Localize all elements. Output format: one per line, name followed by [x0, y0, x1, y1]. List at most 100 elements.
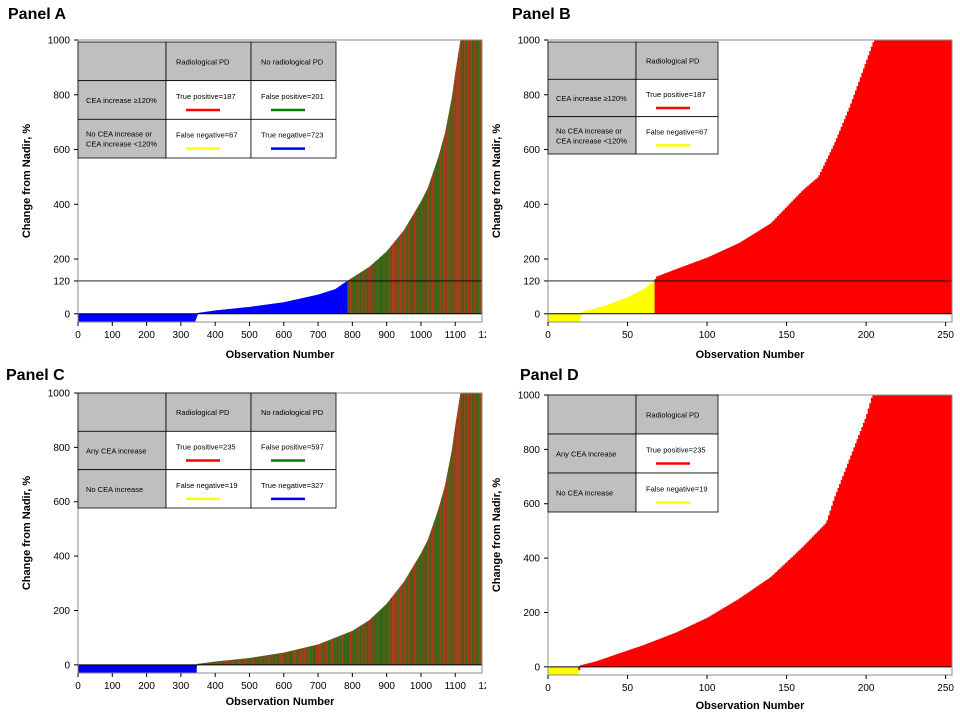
bar — [597, 660, 600, 667]
bar — [759, 229, 762, 314]
x-tick-label: 0 — [545, 330, 551, 341]
bar — [662, 274, 665, 314]
bar — [810, 538, 813, 667]
bar — [676, 268, 679, 314]
bar — [915, 395, 918, 667]
x-tick-label: 300 — [173, 330, 190, 341]
x-tick-label: 1100 — [444, 330, 466, 341]
table-cell-label: True negative=723 — [261, 131, 323, 140]
bar — [835, 492, 838, 667]
bar — [902, 395, 905, 667]
bar — [832, 145, 835, 314]
bar — [929, 395, 932, 667]
bar — [610, 303, 613, 314]
y-tick-label: 600 — [53, 497, 70, 508]
bar — [633, 648, 636, 667]
table-cell — [250, 80, 337, 120]
bar — [878, 395, 881, 667]
bar — [896, 40, 899, 314]
bar — [797, 550, 800, 667]
bar — [854, 90, 857, 314]
bar — [743, 239, 746, 314]
bar — [810, 183, 813, 314]
bar — [869, 403, 872, 667]
x-tick-label: 200 — [858, 330, 875, 341]
bar — [904, 395, 907, 667]
bar — [746, 237, 749, 314]
bar — [621, 299, 624, 314]
table-col-header: Radiological PD — [176, 57, 230, 66]
bar — [764, 580, 767, 667]
panel-a-title: Panel A — [8, 6, 67, 23]
bar — [831, 505, 834, 667]
bar — [778, 568, 781, 667]
bar — [578, 666, 581, 671]
bar — [888, 395, 891, 667]
bar — [907, 395, 910, 667]
bar — [590, 309, 593, 314]
table-cell-label: False negative=19 — [176, 481, 238, 490]
bar — [649, 642, 652, 667]
bar — [861, 72, 864, 314]
bar — [883, 40, 886, 314]
x-tick-label: 100 — [699, 330, 716, 341]
bar — [862, 68, 865, 314]
bar — [885, 395, 888, 667]
chart-b-svg: 0 120 200 400 600 800 1000 0 50 100 150 200 250 Obser… — [491, 36, 954, 362]
bar — [710, 255, 713, 314]
bar — [853, 447, 856, 667]
bar — [780, 567, 783, 667]
bar — [676, 631, 679, 667]
bar — [617, 300, 620, 314]
bar — [848, 459, 851, 667]
bar — [567, 313, 570, 322]
bar — [730, 603, 733, 667]
bar — [705, 257, 708, 314]
y-tick-label: 400 — [53, 200, 70, 211]
bar — [672, 633, 675, 667]
bar — [640, 645, 643, 667]
bar — [800, 191, 803, 314]
bar — [576, 313, 579, 322]
x-tick-label: 600 — [275, 330, 292, 341]
bar — [638, 646, 641, 667]
bar — [632, 648, 635, 667]
bar — [934, 395, 937, 667]
bar — [740, 241, 743, 314]
bar — [697, 622, 700, 667]
bar — [737, 243, 740, 314]
y-axis-label: Change from Nadir, % — [491, 478, 503, 593]
bar — [613, 655, 616, 667]
bar — [886, 395, 889, 667]
bar — [839, 130, 842, 314]
bar — [859, 431, 862, 667]
y-tick-label: 1000 — [48, 389, 71, 400]
bar — [899, 40, 902, 314]
bar — [812, 181, 815, 314]
table-cell-label: True positive=187 — [646, 90, 706, 99]
bar — [586, 310, 589, 314]
bar — [743, 595, 746, 667]
panel-b-title: Panel B — [512, 6, 571, 23]
bar — [856, 86, 859, 314]
bar — [590, 662, 593, 667]
bar — [794, 197, 797, 314]
table-row-header: No CEA increase or — [556, 126, 622, 135]
bar — [548, 313, 550, 322]
bar — [869, 50, 872, 314]
bar — [818, 530, 821, 667]
table-corner-cell — [547, 394, 637, 435]
table-row-header: Any CEA increase — [86, 447, 146, 456]
table-col-header: Radiological PD — [646, 57, 700, 66]
bar — [870, 46, 873, 314]
bar — [847, 111, 850, 314]
bar — [667, 272, 670, 314]
table-row-header: No CEA increase — [86, 485, 143, 494]
bar — [761, 228, 764, 314]
bar — [582, 664, 585, 667]
x-tick-label: 100 — [104, 330, 121, 341]
plot-border — [547, 39, 953, 323]
y-tick-label: 800 — [523, 445, 540, 456]
bar — [932, 395, 935, 667]
bar — [789, 202, 792, 314]
